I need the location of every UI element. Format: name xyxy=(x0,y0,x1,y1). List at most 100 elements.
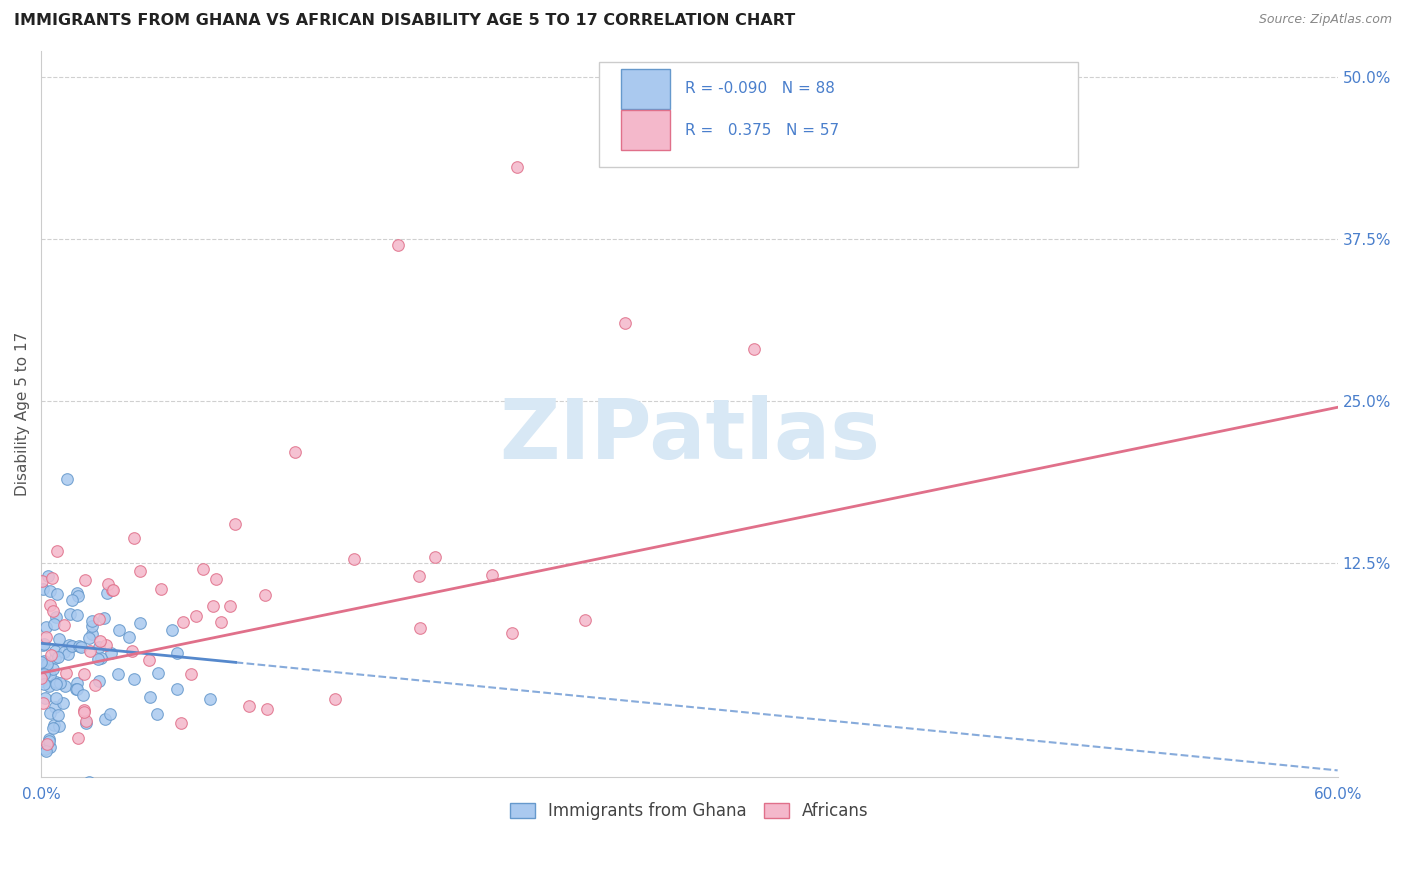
Text: Source: ZipAtlas.com: Source: ZipAtlas.com xyxy=(1258,13,1392,27)
Point xyxy=(218,599,240,613)
Point xyxy=(72,688,94,702)
Point xyxy=(30,655,52,669)
Point xyxy=(501,626,523,640)
Point xyxy=(325,692,347,706)
Y-axis label: Disability Age 5 to 17: Disability Age 5 to 17 xyxy=(15,332,30,496)
Point xyxy=(122,531,145,545)
Point xyxy=(87,640,110,654)
Point xyxy=(129,616,152,631)
Point xyxy=(45,543,67,558)
Point xyxy=(44,718,66,732)
Point xyxy=(44,650,66,665)
Point xyxy=(89,673,111,688)
Point xyxy=(124,672,146,686)
Point xyxy=(66,682,89,697)
Point xyxy=(80,615,103,629)
Point xyxy=(94,638,117,652)
Point xyxy=(32,582,55,596)
Point xyxy=(32,637,55,651)
Point xyxy=(138,653,160,667)
Point xyxy=(32,677,55,691)
Point xyxy=(343,552,366,566)
Point xyxy=(30,671,52,685)
Point xyxy=(253,588,276,602)
Point xyxy=(31,674,53,689)
Point xyxy=(90,651,112,665)
FancyBboxPatch shape xyxy=(620,69,669,109)
Point xyxy=(44,699,66,714)
Point xyxy=(73,667,96,681)
Point xyxy=(98,707,121,722)
Point xyxy=(129,565,152,579)
Point xyxy=(186,609,208,624)
Point xyxy=(100,583,122,598)
Point xyxy=(42,662,65,676)
Point xyxy=(45,690,67,705)
Point xyxy=(166,646,188,660)
Point xyxy=(31,697,53,711)
Point xyxy=(139,690,162,704)
Point xyxy=(32,654,55,668)
Point xyxy=(66,676,89,690)
Point xyxy=(170,716,193,731)
Point xyxy=(198,691,221,706)
Point xyxy=(34,742,56,756)
Legend: Immigrants from Ghana, Africans: Immigrants from Ghana, Africans xyxy=(503,796,876,827)
Point xyxy=(45,674,67,689)
Text: ZIPatlas: ZIPatlas xyxy=(499,395,880,476)
Point xyxy=(48,632,70,646)
Point xyxy=(60,639,83,653)
Point xyxy=(118,630,141,644)
Point xyxy=(42,721,65,735)
Point xyxy=(87,652,110,666)
Point xyxy=(150,582,173,596)
Point xyxy=(59,607,82,621)
Point xyxy=(35,744,58,758)
Point xyxy=(73,705,96,719)
Point xyxy=(166,681,188,696)
FancyBboxPatch shape xyxy=(620,111,669,150)
Point xyxy=(42,603,65,617)
Point xyxy=(32,666,55,681)
Point xyxy=(191,562,214,576)
Point xyxy=(49,676,72,690)
Point xyxy=(45,587,67,601)
Point xyxy=(256,702,278,716)
Point xyxy=(160,623,183,637)
Point xyxy=(94,712,117,726)
Point xyxy=(83,678,105,692)
Point xyxy=(742,342,765,356)
Point xyxy=(34,691,56,706)
Point xyxy=(38,667,60,681)
Point xyxy=(48,719,70,733)
Point xyxy=(77,631,100,645)
Point xyxy=(56,472,79,486)
Point xyxy=(41,571,63,585)
Point xyxy=(97,577,120,591)
Point xyxy=(35,630,58,644)
Point xyxy=(423,549,446,564)
Point xyxy=(172,615,194,629)
Point xyxy=(65,608,87,623)
Point xyxy=(35,664,58,678)
Point xyxy=(38,583,60,598)
Point xyxy=(202,599,225,614)
Point xyxy=(67,731,90,745)
Point xyxy=(35,620,58,634)
Point xyxy=(56,647,79,661)
Text: R = -0.090   N = 88: R = -0.090 N = 88 xyxy=(686,81,835,96)
Point xyxy=(387,238,409,252)
Point xyxy=(238,698,260,713)
Point xyxy=(32,638,55,652)
Point xyxy=(48,649,70,664)
FancyBboxPatch shape xyxy=(599,62,1078,167)
Point xyxy=(82,626,104,640)
Point xyxy=(67,639,90,653)
Point xyxy=(52,696,75,710)
Point xyxy=(31,574,53,589)
Point xyxy=(103,582,125,597)
Point xyxy=(37,569,59,583)
Point xyxy=(75,715,97,730)
Point xyxy=(69,640,91,655)
Point xyxy=(52,645,75,659)
